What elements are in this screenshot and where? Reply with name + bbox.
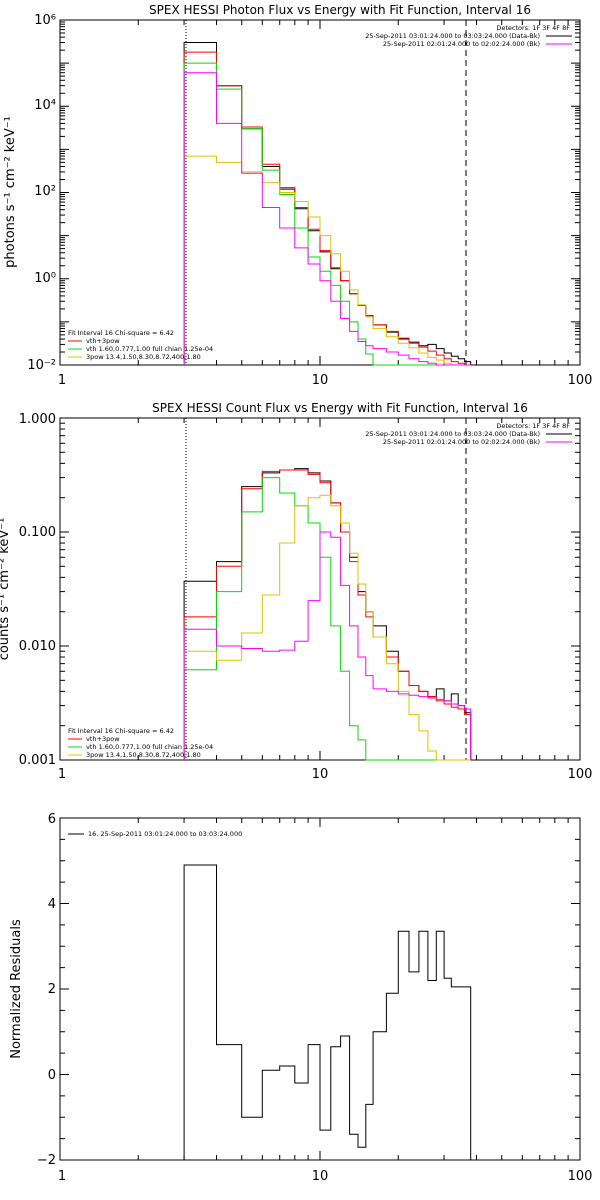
x-tick-label: 10 xyxy=(312,767,329,782)
legend-entry: vth+3pow xyxy=(86,337,120,345)
y-tick-labels: 10⁻² 10⁰ 10² 10⁴ 10⁶ xyxy=(27,13,56,373)
y-tick-label: 0 xyxy=(48,1068,56,1083)
legend-bottom: Fit Interval 16 Chi-square = 6.42 vth+3p… xyxy=(68,727,213,759)
legend-entry: 25-Sep-2011 02:01:24.000 to 02:02:24.000… xyxy=(383,40,540,48)
y-tick-labels: −2 0 2 4 6 xyxy=(37,812,56,1168)
series-line xyxy=(183,62,471,366)
y-tick-label: 0.001 xyxy=(19,753,56,768)
x-tick-labels: 1 10 100 xyxy=(58,373,593,388)
x-tick-labels: 1 10 100 xyxy=(58,1169,593,1184)
y-tick-label: −2 xyxy=(37,1153,56,1168)
series-line xyxy=(183,494,471,761)
legend-header: Detectors: 1F 3F 4F 8F xyxy=(496,422,570,430)
y-tick-label: 0.100 xyxy=(19,525,56,540)
y-tick-label: 10⁻² xyxy=(27,358,56,373)
series-line xyxy=(183,468,472,760)
y-tick-label: 4 xyxy=(48,897,56,912)
y-tick-label: 10⁶ xyxy=(34,13,56,28)
series-line xyxy=(183,72,471,366)
series-line xyxy=(183,155,471,366)
legend: 16. 25-Sep-2011 03:01:24.000 to 03:03:24… xyxy=(68,830,242,838)
x-tick-label: 10 xyxy=(312,1169,329,1184)
axis-ticks xyxy=(59,19,581,366)
legend-header: Detectors: 1F 3F 4F 8F xyxy=(496,24,570,32)
x-tick-label: 100 xyxy=(568,373,593,388)
y-tick-label: 10⁴ xyxy=(34,98,56,113)
chart-title: SPEX HESSI Photon Flux vs Energy with Fi… xyxy=(149,3,531,17)
legend-top: Detectors: 1F 3F 4F 8F 25-Sep-2011 03:01… xyxy=(365,422,572,446)
y-tick-label: 1.000 xyxy=(19,412,56,427)
x-tick-label: 100 xyxy=(568,1169,593,1184)
series-line xyxy=(183,51,471,366)
legend-top: Detectors: 1F 3F 4F 8F 25-Sep-2011 03:01… xyxy=(365,24,572,48)
y-tick-label: 0.010 xyxy=(19,639,56,654)
series-line xyxy=(183,864,472,1160)
y-axis-label: counts s⁻¹ cm⁻² keV⁻¹ xyxy=(0,518,12,661)
y-tick-label: 10⁰ xyxy=(34,271,56,286)
series-line xyxy=(183,477,471,761)
residuals-chart: Normalized Residuals 1 10 100 −2 0 2 4 6… xyxy=(9,812,592,1184)
series-group xyxy=(183,468,472,761)
x-tick-label: 1 xyxy=(58,767,66,782)
y-axis-label: photons s⁻¹ cm⁻² keV⁻¹ xyxy=(3,116,18,268)
count-flux-chart: SPEX HESSI Count Flux vs Energy with Fit… xyxy=(0,401,592,782)
y-axis-label: Normalized Residuals xyxy=(9,919,24,1059)
legend-bottom: Fit Interval 16 Chi-square = 6.42 vth+3p… xyxy=(68,329,213,361)
y-tick-labels: 0.001 0.010 0.100 1.000 xyxy=(19,412,56,768)
legend-header: Fit Interval 16 Chi-square = 6.42 xyxy=(68,727,174,735)
series-line xyxy=(183,469,472,760)
series-group xyxy=(183,864,472,1160)
legend-header: Fit Interval 16 Chi-square = 6.42 xyxy=(68,329,174,337)
legend-entry: vth 1.60,0.777,1.00 full chian 1.25e-04 xyxy=(86,743,213,751)
photon-flux-chart: SPEX HESSI Photon Flux vs Energy with Fi… xyxy=(3,3,592,388)
x-tick-labels: 1 10 100 xyxy=(58,767,593,782)
x-tick-label: 100 xyxy=(568,767,593,782)
chart-title: SPEX HESSI Count Flux vs Energy with Fit… xyxy=(152,401,528,415)
legend-entry: 25-Sep-2011 02:01:24.000 to 02:02:24.000… xyxy=(383,438,540,446)
x-tick-label: 1 xyxy=(58,1169,66,1184)
series-line xyxy=(183,531,472,760)
y-tick-label: 10² xyxy=(34,184,56,199)
legend-entry: 3pow 13.4,1.50,8.30,8.72,400,1.80 xyxy=(86,751,201,759)
axis-ticks xyxy=(59,817,581,1161)
legend-entry: vth+3pow xyxy=(86,735,120,743)
legend-entry: 25-Sep-2011 03:01:24.000 to 03:03:24.000… xyxy=(365,430,540,438)
y-tick-label: 6 xyxy=(48,812,56,827)
legend-entry: 3pow 13.4,1.50,8.30,8.72,400,1.80 xyxy=(86,353,201,361)
legend-entry: 16. 25-Sep-2011 03:01:24.000 to 03:03:24… xyxy=(88,830,242,838)
plot-frame xyxy=(59,19,581,366)
x-tick-label: 10 xyxy=(312,373,329,388)
legend-entry: vth 1.60,0.777,1.00 full chian 1.25e-04 xyxy=(86,345,213,353)
legend-entry: 25-Sep-2011 03:01:24.000 to 03:03:24.000… xyxy=(365,32,540,40)
x-tick-label: 1 xyxy=(58,373,66,388)
series-group xyxy=(183,42,472,366)
y-tick-label: 2 xyxy=(48,982,56,997)
series-line xyxy=(183,42,472,365)
